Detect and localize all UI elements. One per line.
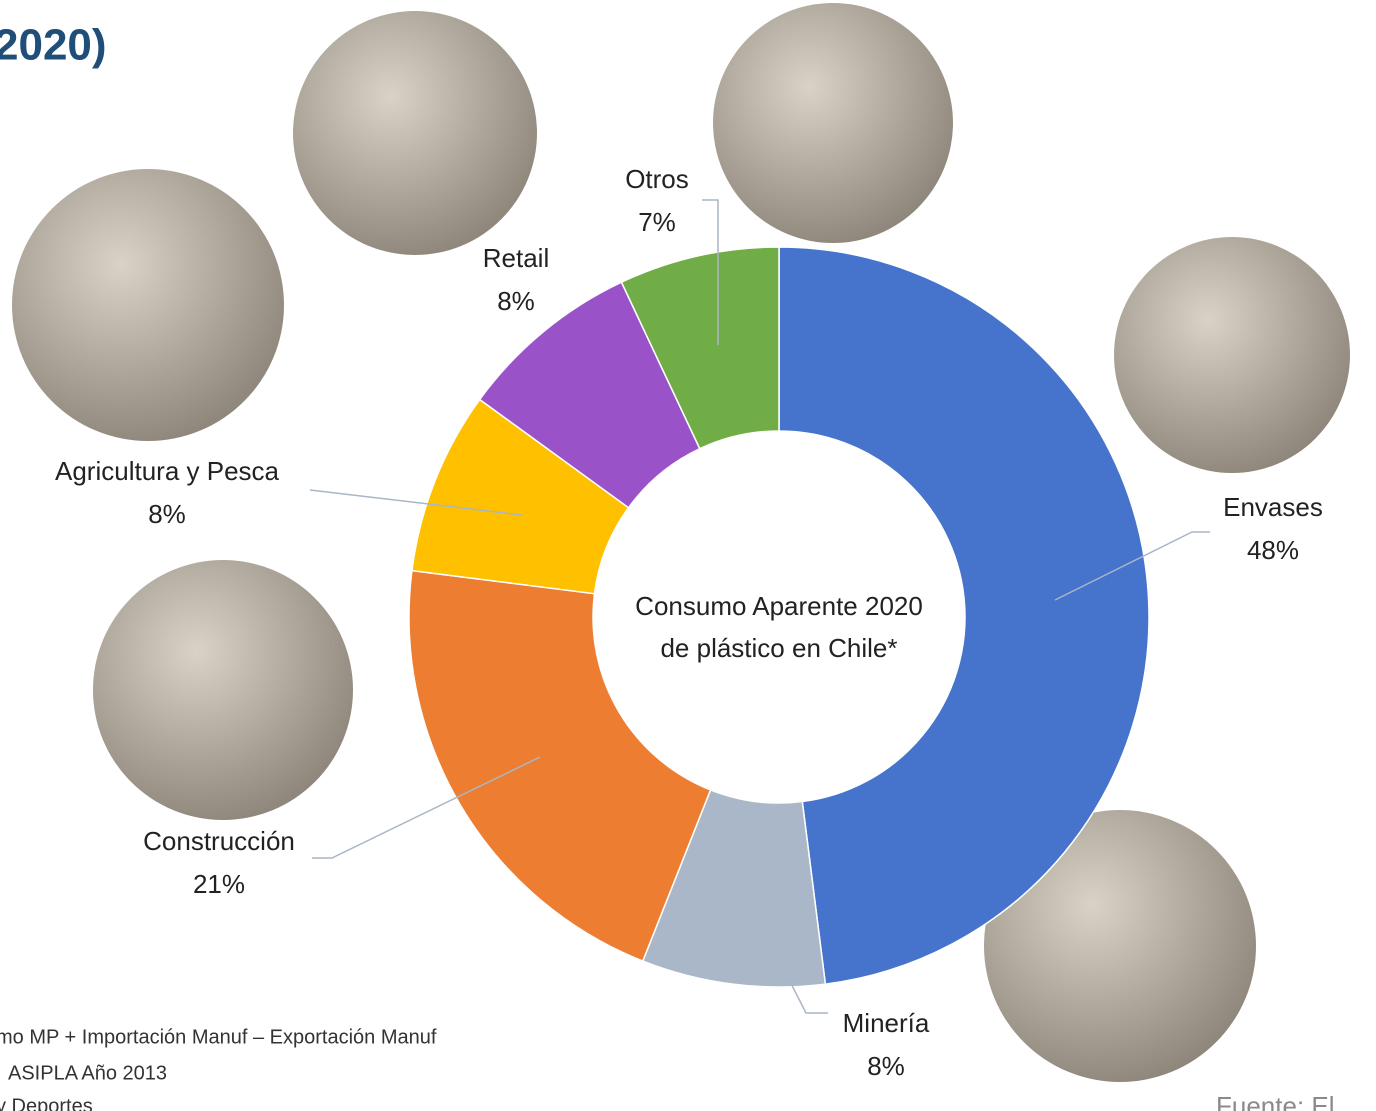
- value-label: 8%: [867, 1051, 905, 1081]
- donut-slice: [620, 246, 780, 450]
- title: 2020): [0, 21, 107, 70]
- category-label: Envases: [1223, 492, 1323, 522]
- footnote: y Deportes: [0, 1095, 93, 1111]
- center-text: de plástico en Chile*: [660, 633, 897, 663]
- value-label: 48%: [1247, 535, 1299, 565]
- photo-retail: [293, 11, 537, 255]
- leader-line: [309, 489, 523, 516]
- value-label: 8%: [148, 499, 186, 529]
- photo-otros: [713, 3, 953, 243]
- photo-agricultura: [12, 169, 284, 441]
- photo-envases: [1114, 237, 1350, 473]
- value-label: 7%: [638, 207, 676, 237]
- category-label: Otros: [625, 164, 689, 194]
- donut-slice: [408, 569, 712, 962]
- photo-construccion: [93, 560, 353, 820]
- leader-line: [744, 892, 828, 1014]
- leader-line: [312, 756, 541, 859]
- leader-line: [702, 199, 719, 345]
- donut: [408, 246, 1150, 988]
- center-text: Consumo Aparente 2020: [635, 591, 923, 621]
- footnote: ASIPLA Año 2013: [8, 1062, 167, 1084]
- photos: [12, 3, 1350, 1082]
- leader-line: [1054, 531, 1210, 601]
- value-label: 21%: [193, 869, 245, 899]
- photo-mineria: [984, 810, 1256, 1082]
- value-label: 8%: [497, 286, 535, 316]
- donut-slice: [778, 246, 1150, 985]
- category-label: Agricultura y Pesca: [55, 456, 280, 486]
- category-label: Minería: [843, 1008, 930, 1038]
- footnote: mo MP + Importación Manuf – Exportación …: [0, 1026, 437, 1048]
- source: Fuente: El: [1216, 1091, 1335, 1111]
- category-label: Retail: [483, 243, 549, 273]
- category-label: Construcción: [143, 826, 295, 856]
